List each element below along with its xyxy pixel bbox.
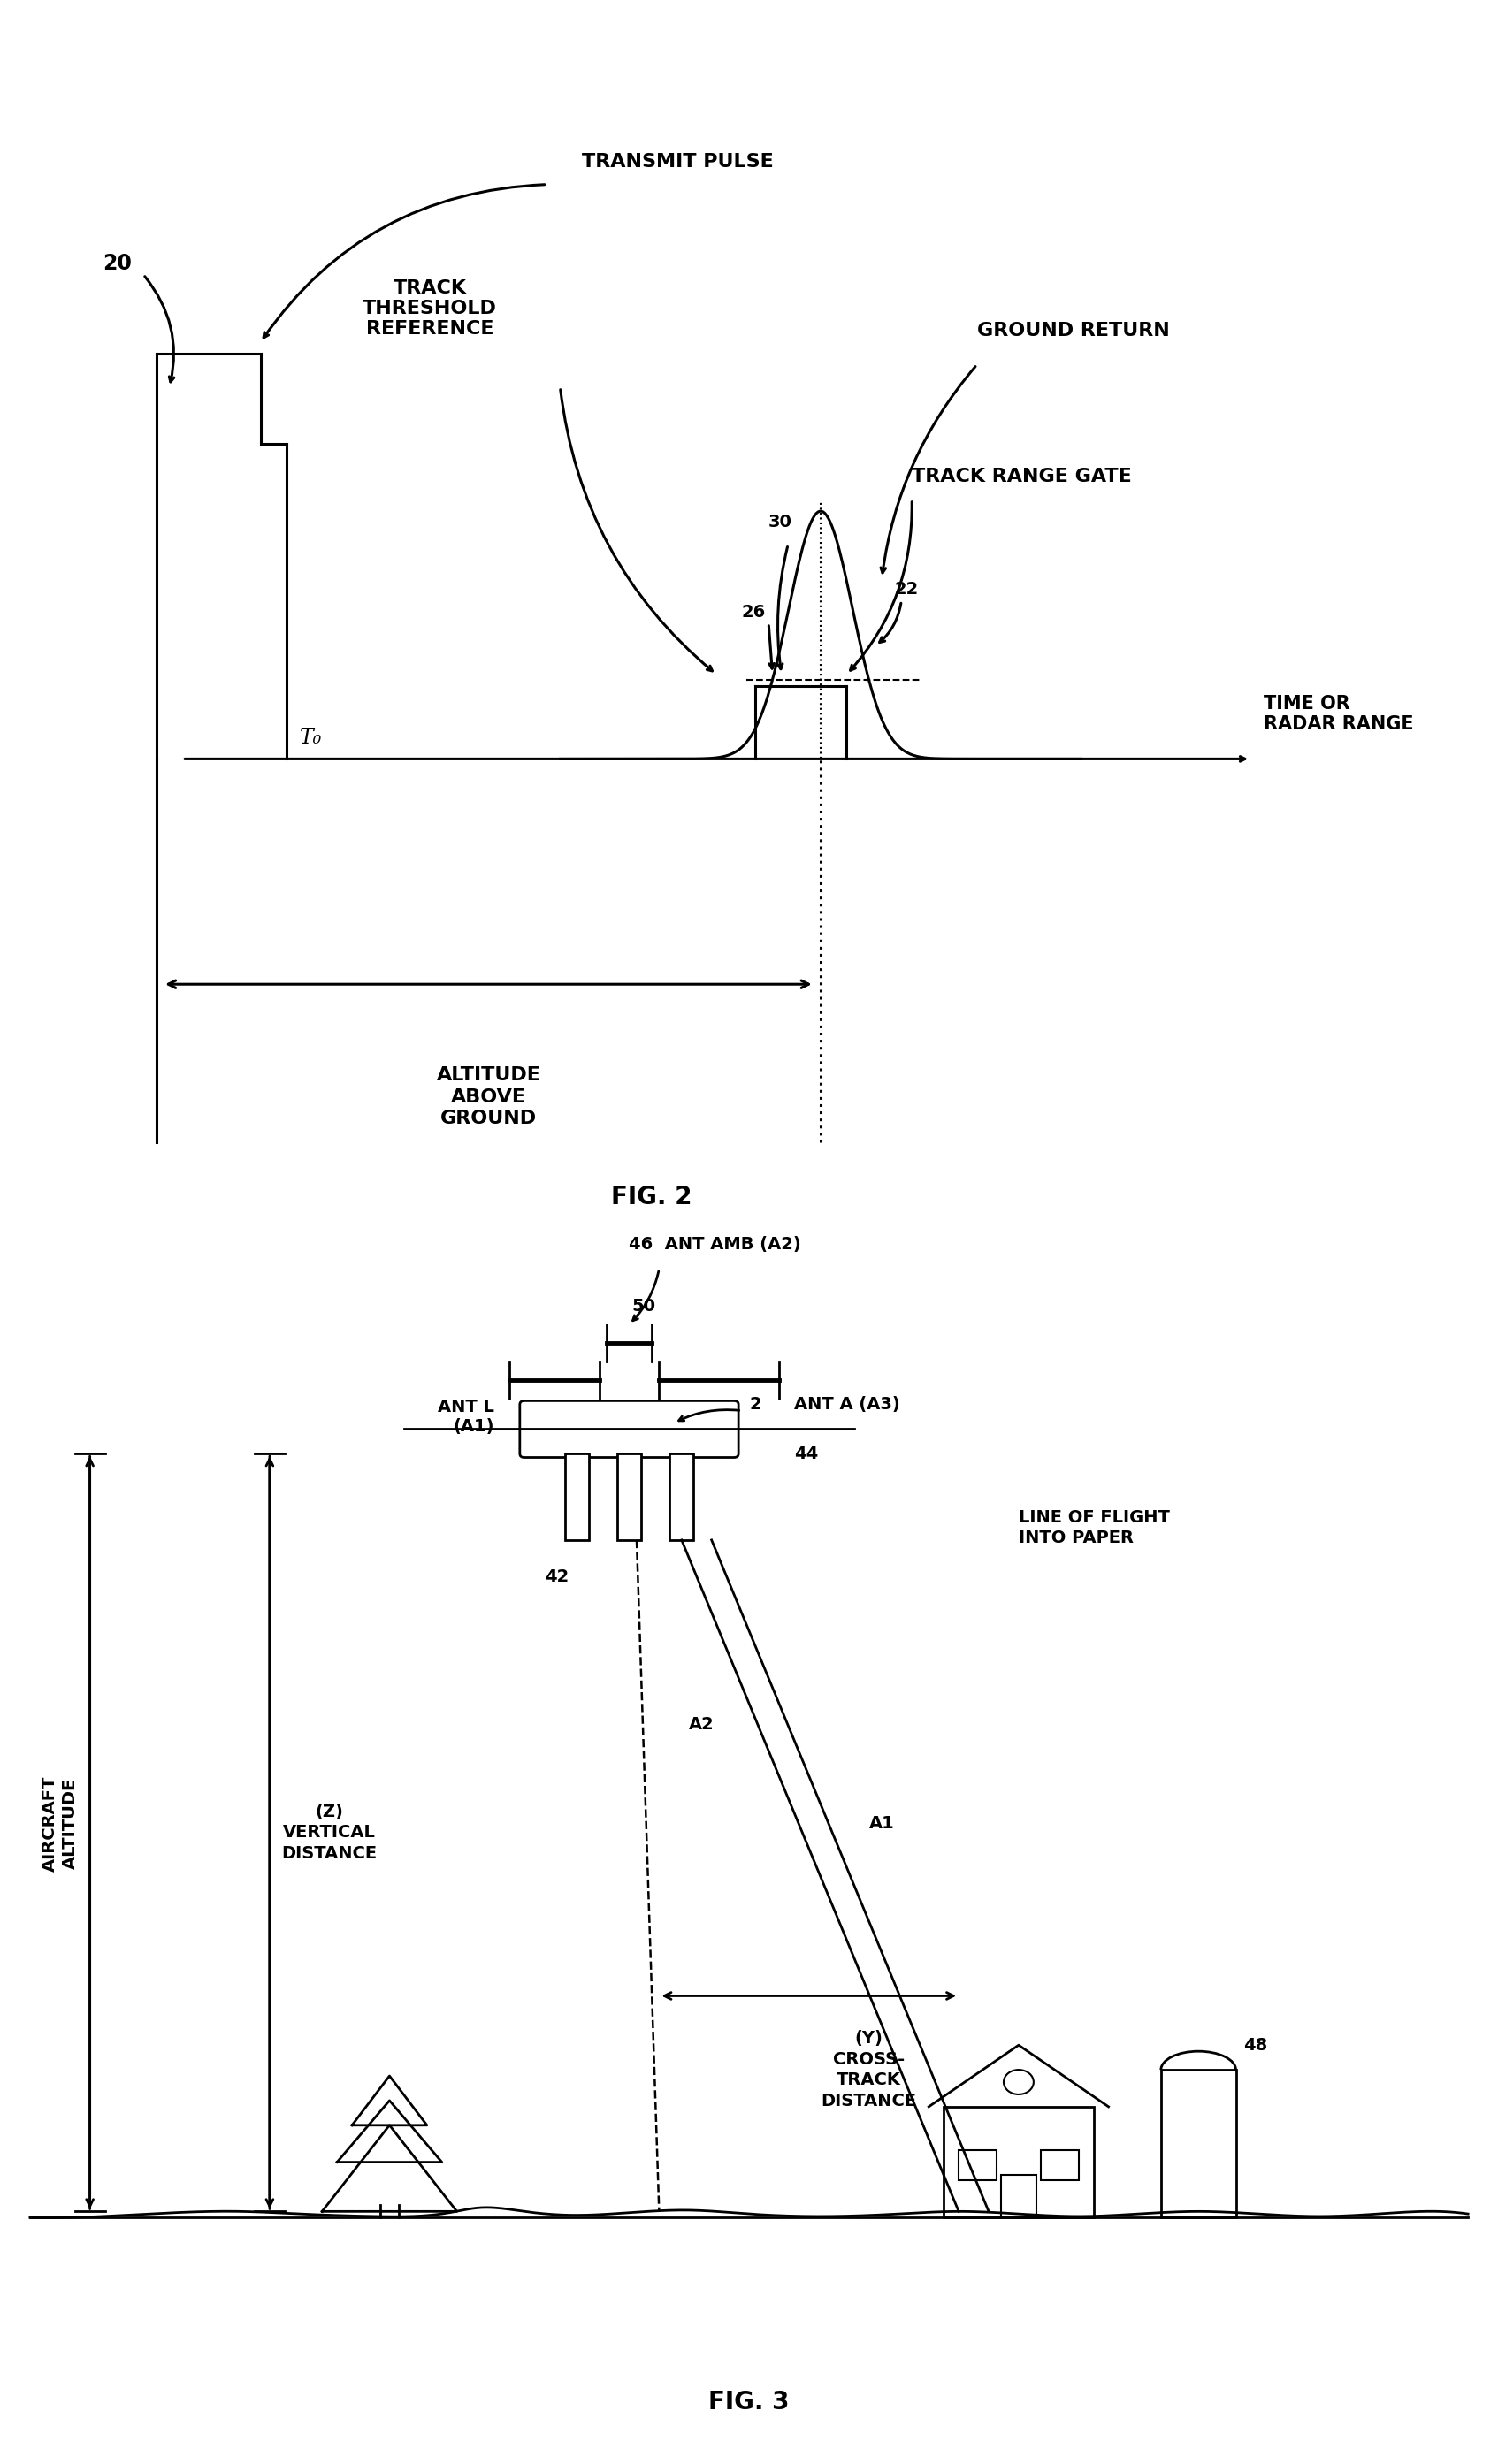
- Bar: [959, 2149, 996, 2181]
- Text: (Z)
VERTICAL
DISTANCE: (Z) VERTICAL DISTANCE: [282, 1804, 377, 1863]
- Bar: [944, 2107, 1094, 2218]
- Text: FIG. 3: FIG. 3: [709, 2390, 789, 2415]
- Text: 30: 30: [768, 513, 792, 530]
- Text: ANT L
(A1): ANT L (A1): [437, 1400, 494, 1434]
- Bar: [565, 1454, 589, 1540]
- Text: 46  ANT AMB (A2): 46 ANT AMB (A2): [629, 1237, 801, 1252]
- Text: 42: 42: [545, 1570, 569, 1584]
- Text: FIG. 2: FIG. 2: [611, 1185, 692, 1210]
- Text: 48: 48: [1243, 2038, 1267, 2053]
- Text: ALTITUDE
ABOVE
GROUND: ALTITUDE ABOVE GROUND: [436, 1067, 541, 1129]
- Text: AIRCRAFT
ALTITUDE: AIRCRAFT ALTITUDE: [40, 1777, 79, 1870]
- Text: 50: 50: [632, 1299, 656, 1313]
- Text: ANT A (A3): ANT A (A3): [794, 1397, 900, 1412]
- Text: TRACK
THRESHOLD
REFERENCE: TRACK THRESHOLD REFERENCE: [363, 278, 497, 338]
- Circle shape: [1004, 2070, 1034, 2094]
- Text: TRACK RANGE GATE: TRACK RANGE GATE: [912, 468, 1132, 485]
- Text: GROUND RETURN: GROUND RETURN: [977, 323, 1170, 340]
- Text: A2: A2: [689, 1717, 715, 1732]
- Bar: [1161, 2070, 1236, 2218]
- Text: LINE OF FLIGHT
INTO PAPER: LINE OF FLIGHT INTO PAPER: [1019, 1508, 1170, 1547]
- Text: 20: 20: [103, 254, 132, 274]
- Bar: [1041, 2149, 1079, 2181]
- Bar: [1001, 2173, 1037, 2218]
- Text: (Y)
CROSS-
TRACK
DISTANCE: (Y) CROSS- TRACK DISTANCE: [821, 2030, 917, 2109]
- Text: 26: 26: [742, 604, 765, 621]
- FancyBboxPatch shape: [520, 1400, 739, 1456]
- Text: 22: 22: [894, 582, 918, 599]
- Text: TIME OR
RADAR RANGE: TIME OR RADAR RANGE: [1263, 695, 1414, 732]
- Bar: [670, 1454, 694, 1540]
- Text: 2: 2: [749, 1397, 761, 1412]
- Bar: [617, 1454, 641, 1540]
- Text: T₀: T₀: [300, 727, 322, 747]
- Text: 44: 44: [794, 1446, 818, 1461]
- Text: TRANSMIT PULSE: TRANSMIT PULSE: [581, 153, 773, 170]
- Text: A1: A1: [869, 1816, 894, 1831]
